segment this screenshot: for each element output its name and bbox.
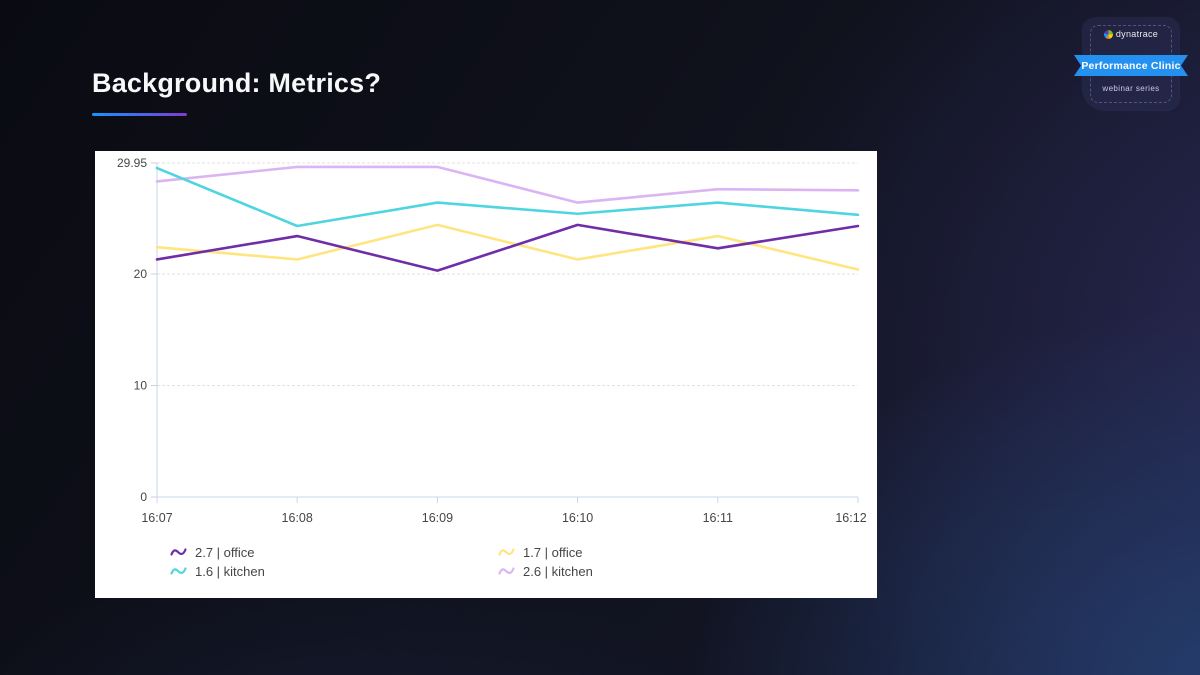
performance-clinic-ribbon: Performance Clinic (1074, 55, 1188, 76)
svg-text:16:11: 16:11 (703, 511, 733, 525)
title-block: Background: Metrics? (92, 68, 381, 116)
svg-text:0: 0 (140, 490, 147, 504)
webinar-badge: dynatrace Performance Clinic webinar ser… (1083, 18, 1179, 110)
legend-label: 1.7 | office (523, 544, 583, 560)
svg-text:10: 10 (134, 378, 148, 392)
legend-item: 1.7 | office (498, 544, 593, 560)
page-title: Background: Metrics? (92, 68, 382, 98)
dynatrace-logo: dynatrace (1083, 29, 1179, 39)
legend-column-2: 1.7 | office 2.6 | kitchen (498, 544, 593, 579)
webinar-series-label: webinar series (1102, 84, 1160, 93)
legend-label: 2.6 | kitchen (523, 563, 593, 579)
svg-text:16:12: 16:12 (835, 511, 866, 525)
dynatrace-logo-text: dynatrace (1115, 29, 1159, 39)
legend-label: 1.6 | kitchen (195, 563, 265, 579)
ribbon-label: Performance Clinic (1081, 59, 1181, 72)
svg-text:29.95: 29.95 (117, 156, 147, 170)
legend-line-icon (498, 567, 515, 575)
svg-text:16:07: 16:07 (141, 511, 172, 525)
svg-text:16:08: 16:08 (282, 511, 313, 525)
legend-line-icon (498, 548, 515, 556)
legend-line-icon (170, 548, 187, 556)
line-chart: 0 10 20 29.95 16:07 16:08 16:09 16:10 16:11 16:12 (117, 156, 867, 525)
legend-item: 2.7 | office (170, 544, 265, 560)
dynatrace-logo-icon (1103, 29, 1113, 39)
svg-text:20: 20 (134, 267, 148, 281)
legend-column-1: 2.7 | office 1.6 | kitchen (170, 544, 265, 579)
svg-text:16:09: 16:09 (422, 511, 453, 525)
legend-label: 2.7 | office (195, 544, 255, 560)
title-accent-underline (92, 113, 187, 116)
legend-item: 1.6 | kitchen (170, 563, 265, 579)
svg-text:16:10: 16:10 (562, 511, 593, 525)
metrics-line-chart-panel: 0 10 20 29.95 16:07 16:08 16:09 16:10 16:11 16:12… (95, 151, 877, 598)
legend-item: 2.6 | kitchen (498, 563, 593, 579)
legend-line-icon (170, 567, 187, 575)
